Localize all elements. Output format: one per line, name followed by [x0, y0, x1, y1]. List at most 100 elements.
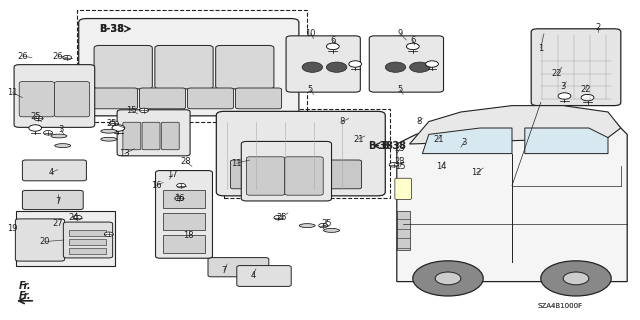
Text: 14: 14 [436, 162, 447, 171]
FancyBboxPatch shape [22, 190, 83, 210]
Circle shape [175, 196, 184, 201]
Text: 3: 3 [561, 82, 566, 91]
Circle shape [109, 121, 118, 125]
Circle shape [326, 62, 347, 72]
Text: 26: 26 [52, 52, 63, 60]
Text: SZA4B1000F: SZA4B1000F [538, 303, 582, 308]
Text: 5: 5 [308, 85, 313, 94]
Polygon shape [422, 128, 512, 154]
Text: 11: 11 [8, 88, 18, 97]
Text: 23: 23 [395, 157, 405, 166]
Text: 8: 8 [417, 117, 422, 126]
Text: 6: 6 [410, 36, 415, 44]
Ellipse shape [101, 129, 117, 133]
FancyBboxPatch shape [117, 110, 190, 156]
FancyBboxPatch shape [22, 160, 86, 181]
Text: 13: 13 [120, 149, 130, 158]
Bar [397, 211, 410, 250]
FancyBboxPatch shape [79, 19, 299, 116]
FancyBboxPatch shape [241, 141, 332, 201]
Bar [163, 235, 205, 253]
Text: 15: 15 [395, 162, 405, 171]
Text: 5: 5 [397, 85, 403, 94]
Circle shape [112, 125, 125, 131]
Circle shape [319, 223, 328, 228]
Text: 26: 26 [17, 52, 28, 60]
Polygon shape [525, 128, 608, 154]
FancyBboxPatch shape [15, 219, 65, 261]
Text: 22: 22 [552, 69, 562, 78]
Circle shape [177, 183, 186, 188]
Circle shape [410, 62, 430, 72]
Text: 19: 19 [8, 224, 18, 233]
FancyBboxPatch shape [142, 122, 160, 150]
Bar [224, 109, 390, 198]
Text: B-38: B-38 [99, 24, 125, 34]
Circle shape [140, 108, 148, 113]
Text: 15: 15 [126, 106, 136, 115]
Circle shape [326, 43, 339, 50]
FancyBboxPatch shape [188, 88, 234, 109]
Text: 20: 20 [40, 237, 50, 246]
Text: 7: 7 [55, 197, 60, 206]
Text: 4: 4 [250, 271, 255, 280]
Text: 3: 3 [58, 125, 63, 134]
FancyBboxPatch shape [156, 171, 212, 258]
Text: 18: 18 [184, 231, 194, 240]
Text: 22: 22 [580, 85, 591, 94]
Text: 17: 17 [168, 170, 178, 179]
Text: 10: 10 [305, 29, 316, 38]
Text: 21: 21 [433, 135, 444, 144]
Circle shape [349, 61, 362, 67]
Bar [163, 190, 205, 208]
Circle shape [274, 215, 283, 220]
Circle shape [44, 131, 52, 135]
Text: 3: 3 [461, 138, 467, 147]
FancyBboxPatch shape [216, 111, 385, 196]
FancyBboxPatch shape [285, 157, 323, 195]
FancyBboxPatch shape [19, 82, 54, 117]
Bar [77, 10, 307, 122]
Text: 16: 16 [174, 194, 184, 203]
Polygon shape [397, 112, 627, 282]
Circle shape [563, 272, 589, 285]
FancyBboxPatch shape [123, 122, 141, 150]
Circle shape [104, 232, 113, 236]
Text: 25: 25 [321, 220, 332, 228]
Circle shape [426, 61, 438, 67]
FancyBboxPatch shape [14, 65, 95, 127]
FancyBboxPatch shape [320, 160, 362, 189]
FancyBboxPatch shape [155, 45, 213, 89]
Text: 2: 2 [596, 23, 601, 32]
Text: 28: 28 [180, 157, 191, 166]
Circle shape [406, 43, 419, 50]
Text: B-38: B-38 [368, 140, 394, 151]
Circle shape [558, 93, 571, 99]
Text: Fr.: Fr. [19, 291, 32, 301]
Circle shape [34, 116, 43, 121]
Ellipse shape [55, 144, 70, 148]
Bar [69, 239, 106, 245]
Circle shape [389, 163, 398, 167]
Text: 25: 25 [30, 112, 40, 121]
FancyBboxPatch shape [369, 36, 444, 92]
FancyBboxPatch shape [92, 88, 138, 109]
Circle shape [73, 215, 82, 220]
Text: SZA4B1000F: SZA4B1000F [538, 303, 582, 308]
FancyBboxPatch shape [395, 178, 412, 199]
FancyBboxPatch shape [237, 266, 291, 286]
FancyBboxPatch shape [63, 222, 113, 258]
Text: 24: 24 [68, 213, 79, 222]
Circle shape [581, 94, 594, 101]
Circle shape [541, 261, 611, 296]
Circle shape [385, 62, 406, 72]
Ellipse shape [51, 134, 67, 138]
Text: B-38: B-38 [99, 24, 125, 34]
Bar [163, 213, 205, 230]
Circle shape [413, 261, 483, 296]
FancyBboxPatch shape [94, 45, 152, 89]
FancyBboxPatch shape [161, 122, 179, 150]
Circle shape [29, 125, 42, 131]
Text: 8: 8 [340, 117, 345, 126]
FancyBboxPatch shape [54, 82, 90, 117]
